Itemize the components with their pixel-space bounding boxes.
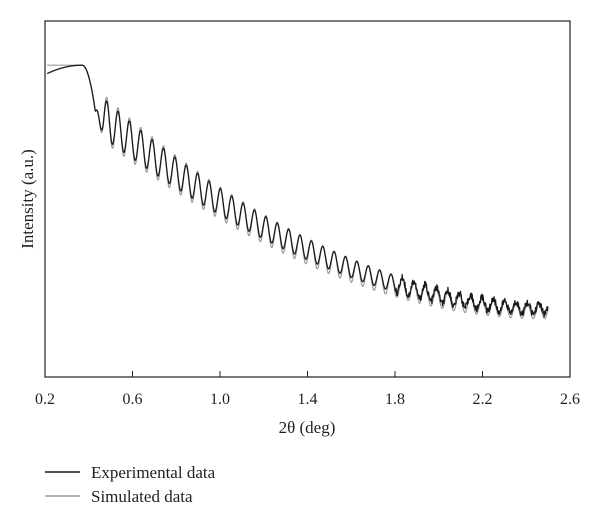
legend-label-simulated: Simulated data xyxy=(91,487,193,506)
series-layer xyxy=(46,64,549,320)
series-simulated-line xyxy=(46,64,549,320)
x-tick-label: 0.2 xyxy=(35,391,55,408)
x-tick-label: 1.0 xyxy=(210,391,230,408)
x-tick-label: 2.2 xyxy=(473,391,493,408)
x-axis-label: 2θ (deg) xyxy=(279,418,336,437)
legend: Experimental data Simulated data xyxy=(45,463,216,506)
plot-frame xyxy=(44,20,571,378)
x-axis-ticks: 0.2 0.6 1.0 1.4 1.8 2.2 2.6 xyxy=(35,371,580,408)
y-axis-label: Intensity (a.u.) xyxy=(18,149,37,249)
x-tick-label: 0.6 xyxy=(123,391,143,408)
x-tick-label: 2.6 xyxy=(560,391,580,408)
x-tick-label: 1.8 xyxy=(385,391,405,408)
series-experimental-line xyxy=(46,64,549,318)
legend-label-experimental: Experimental data xyxy=(91,463,216,482)
x-tick-label: 1.4 xyxy=(298,391,318,408)
